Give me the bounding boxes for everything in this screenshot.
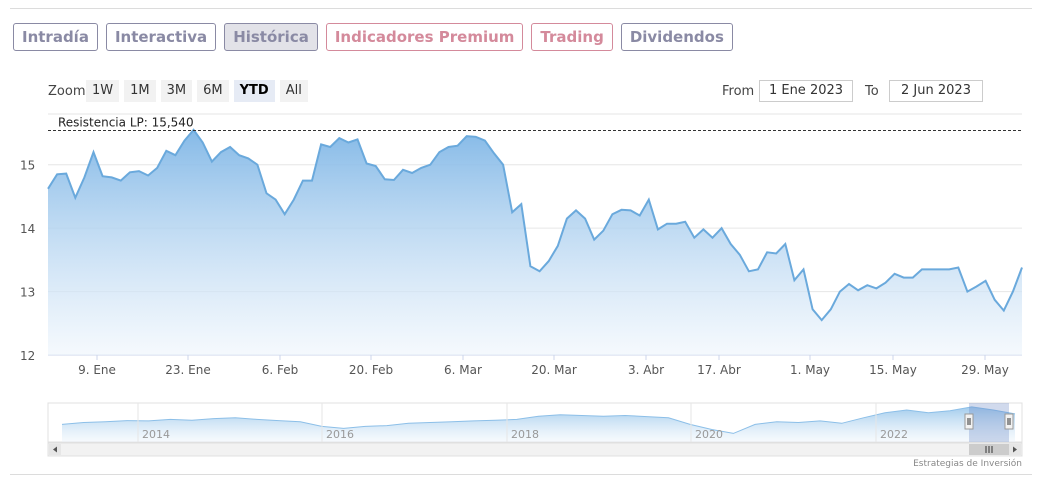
- zoom-3m-button[interactable]: 3M: [160, 80, 193, 102]
- x-tick-label: 1. May: [790, 363, 830, 377]
- navigator-handle-right[interactable]: [1004, 413, 1014, 430]
- chart-tabs: Intradía Interactiva Histórica Indicadores …: [13, 23, 733, 51]
- zoom-buttons: 1W 1M 3M 6M YTD All: [86, 80, 308, 102]
- x-tick-label: 20. Mar: [531, 363, 577, 377]
- x-tick-label: 20. Feb: [349, 363, 393, 377]
- navigator-selection[interactable]: [969, 403, 1009, 442]
- scroll-right-icon: [1013, 446, 1017, 453]
- from-date-input[interactable]: 1 Ene 2023: [759, 80, 853, 102]
- tab-intrad-a[interactable]: Intradía: [13, 23, 98, 51]
- to-label: To: [865, 84, 879, 99]
- from-label: From: [722, 84, 755, 99]
- chart-credit: Estrategias de Inversión: [913, 458, 1022, 469]
- navigator-area: [62, 406, 1015, 442]
- zoom-1m-button[interactable]: 1M: [124, 80, 156, 102]
- tab-dividendos[interactable]: Dividendos: [620, 23, 733, 51]
- x-tick-label: 6. Feb: [262, 363, 299, 377]
- zoom-label: Zoom: [48, 84, 86, 99]
- zoom-all-button[interactable]: All: [279, 80, 308, 102]
- navigator-year-label: 2014: [142, 428, 170, 441]
- scroll-left-button[interactable]: [49, 444, 61, 455]
- y-tick-label: 14: [20, 222, 35, 236]
- x-tick-label: 3. Abr: [628, 363, 664, 377]
- zoom-ytd-button[interactable]: YTD: [233, 80, 275, 102]
- tab-indicadores-premium[interactable]: Indicadores Premium: [325, 23, 524, 51]
- tab-interactiva[interactable]: Interactiva: [105, 23, 217, 51]
- y-tick-label: 12: [20, 349, 35, 363]
- top-divider: [10, 8, 1032, 9]
- scroll-left-icon: [53, 446, 57, 453]
- navigator-year-label: 2020: [695, 428, 723, 441]
- x-tick-label: 6. Mar: [444, 363, 482, 377]
- scroll-right-button[interactable]: [1009, 444, 1021, 455]
- x-tick-label: 15. May: [869, 363, 917, 377]
- scroll-thumb[interactable]: [969, 444, 1009, 455]
- navigator-line: [61, 406, 1016, 434]
- y-tick-label: 13: [20, 286, 35, 300]
- x-tick-label: 29. May: [961, 363, 1009, 377]
- navigator-frame: [47, 402, 1023, 443]
- zoom-6m-button[interactable]: 6M: [197, 80, 229, 102]
- y-tick-label: 15: [20, 159, 35, 173]
- price-area: [48, 129, 1022, 355]
- x-tick-label: 17. Abr: [697, 363, 741, 377]
- price-line: [47, 128, 1023, 322]
- navigator-handle-left[interactable]: [964, 413, 974, 430]
- navigator-scrollbar[interactable]: [47, 442, 1023, 457]
- resistance-label: Resistencia LP: 15,540: [58, 115, 194, 129]
- tab-hist-rica[interactable]: Histórica: [224, 23, 318, 51]
- tab-trading[interactable]: Trading: [531, 23, 613, 51]
- x-tick-label: 23. Ene: [165, 363, 210, 377]
- navigator-year-label: 2016: [326, 428, 354, 441]
- navigator-year-label: 2018: [511, 428, 539, 441]
- zoom-1w-button[interactable]: 1W: [86, 80, 120, 102]
- x-tick-label: 9. Ene: [78, 363, 116, 377]
- to-date-input[interactable]: 2 Jun 2023: [889, 80, 983, 102]
- navigator-year-label: 2022: [880, 428, 908, 441]
- bottom-divider: [10, 474, 1032, 475]
